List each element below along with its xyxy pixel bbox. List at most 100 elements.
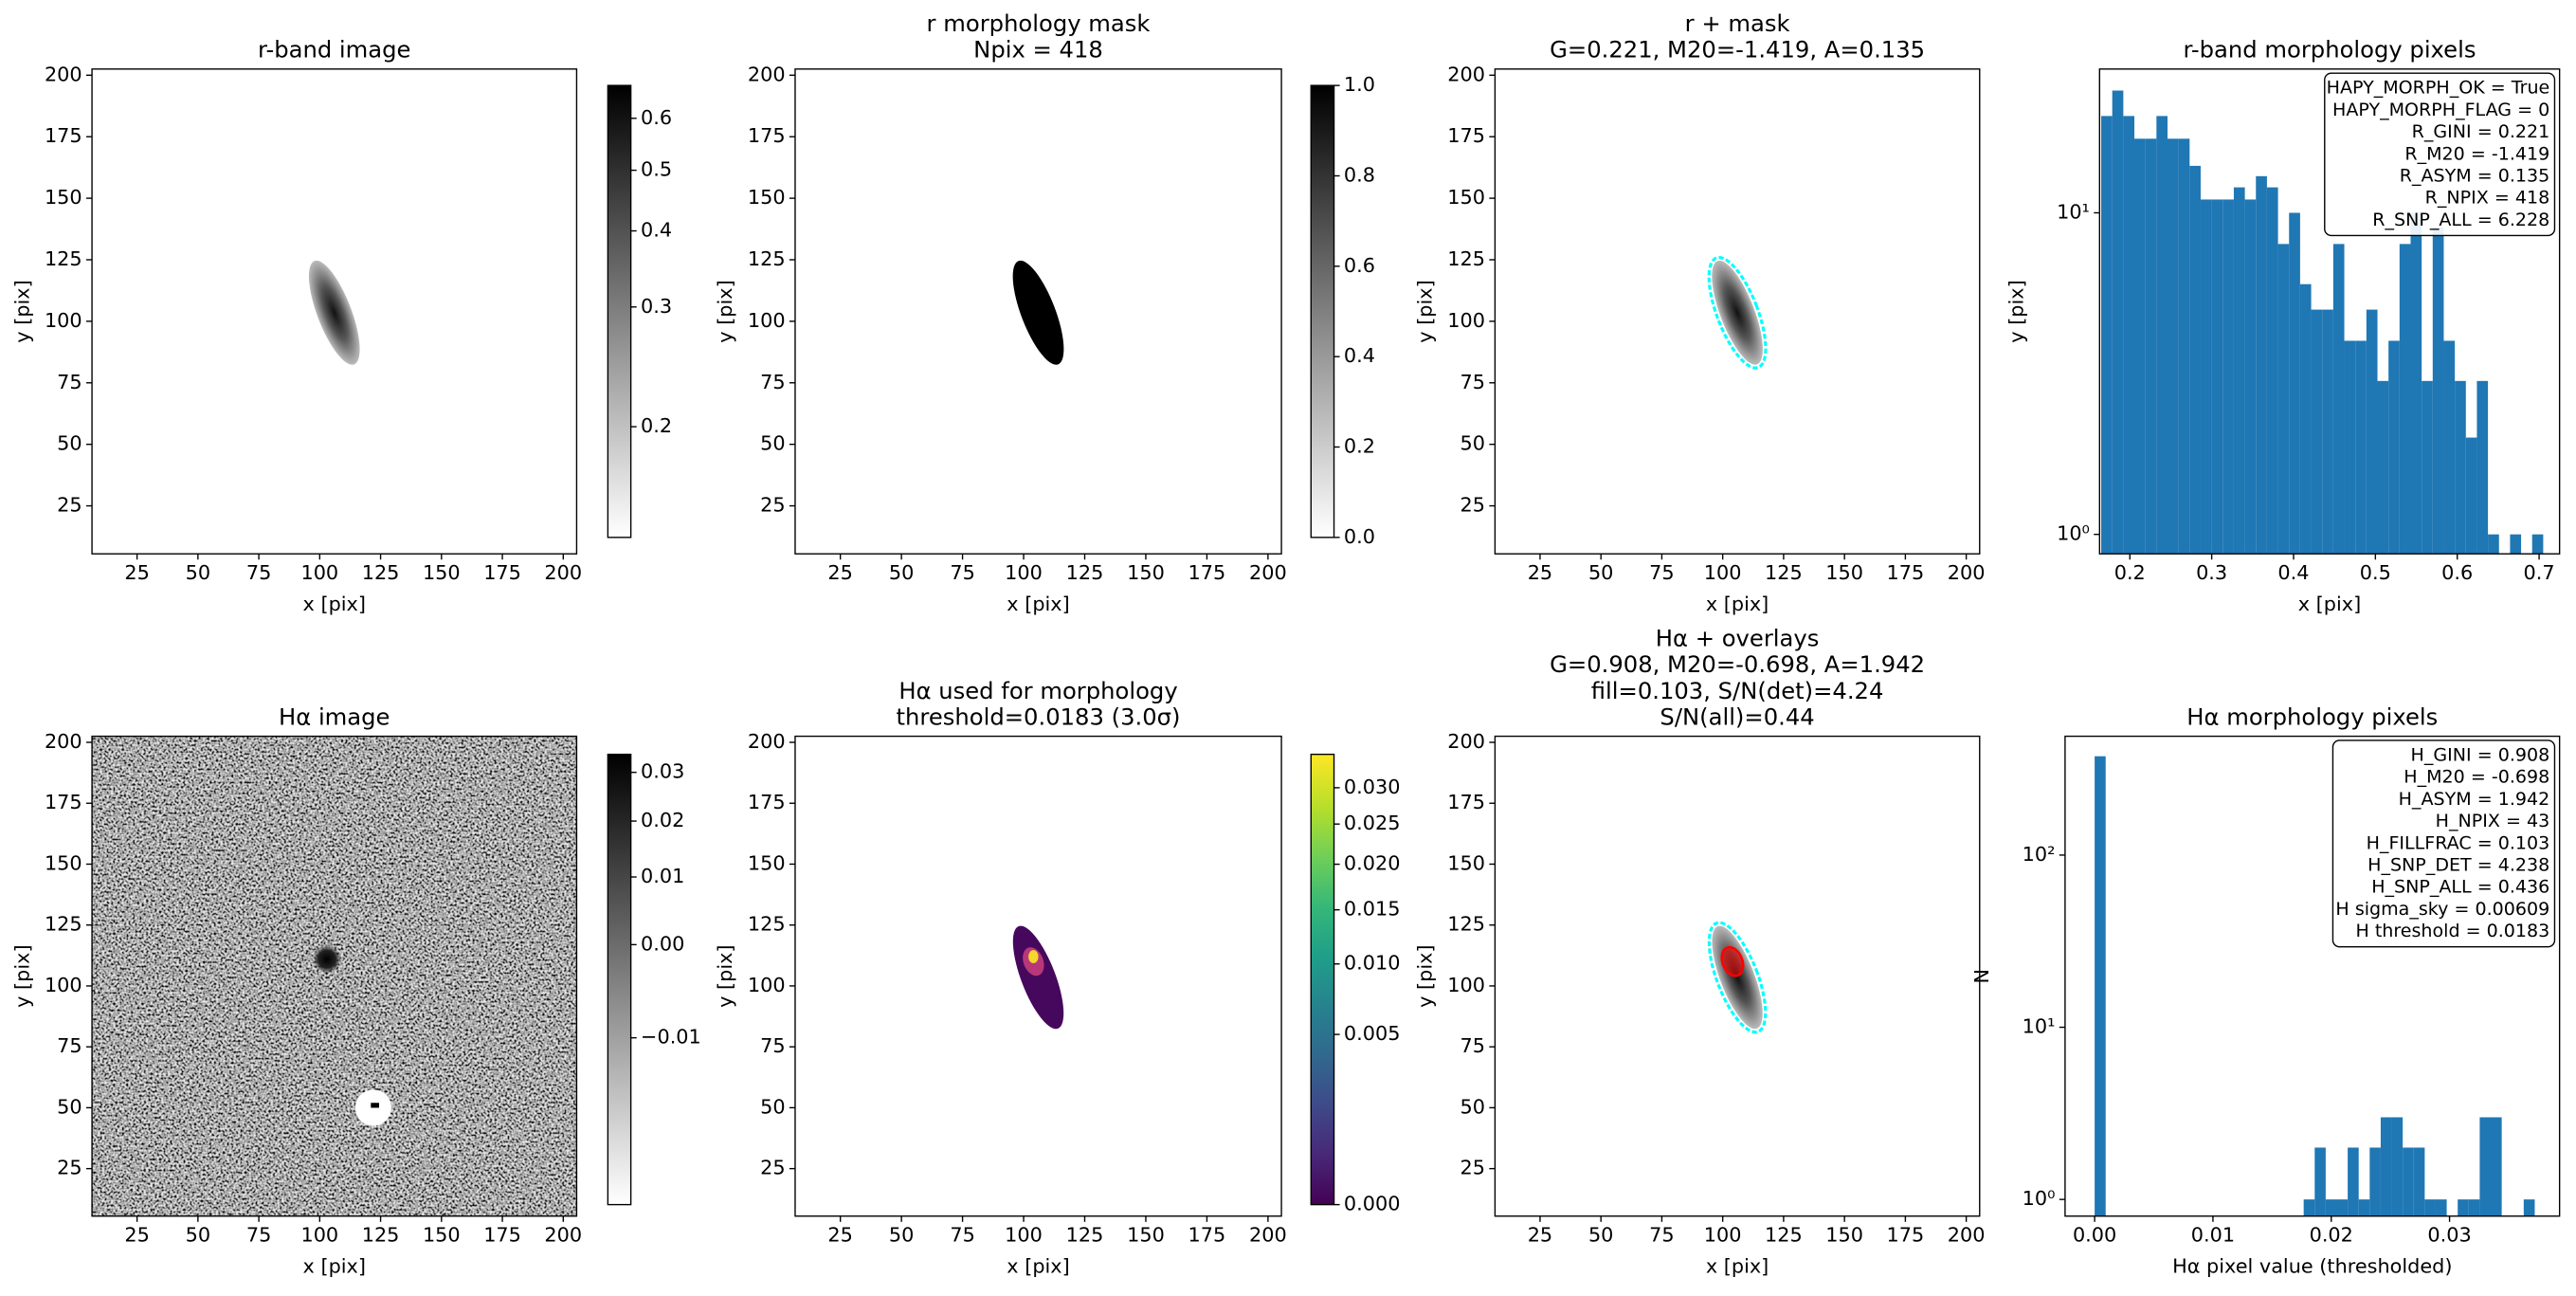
hist-bar [2355, 340, 2367, 555]
annotation-line: H_ASYM = 1.942 [2399, 789, 2550, 810]
x-axis-label: Hα pixel value (thresholded) [2172, 1254, 2452, 1277]
y-tick-label: 125 [1447, 247, 1485, 270]
annotation-line: H_NPIX = 43 [2436, 811, 2550, 831]
colorbar-tick-label: 0.8 [1344, 163, 1375, 186]
x-tick-label: 175 [1887, 561, 1925, 584]
y-axis-label: N [1970, 969, 1993, 984]
y-tick-label: 200 [748, 63, 786, 85]
y-tick-label: 200 [1447, 730, 1485, 753]
x-tick-label: 50 [186, 561, 210, 584]
x-tick-label: 50 [889, 1224, 914, 1247]
y-tick-label: 150 [1447, 851, 1485, 874]
x-axis-label: x [pix] [303, 593, 366, 615]
plot-area [308, 260, 360, 365]
x-tick-label: 100 [300, 561, 338, 584]
annotation-line: H_SNP_DET = 4.238 [2367, 855, 2549, 876]
hist-bar [2476, 380, 2489, 555]
y-tick-label: 125 [748, 247, 786, 270]
y-tick-label: 25 [57, 494, 82, 517]
y-tick-label: 175 [1447, 791, 1485, 813]
y-tick-label: 25 [1460, 494, 1485, 517]
hist-bar [2432, 228, 2444, 555]
hist-bar [2455, 380, 2466, 555]
x-tick-label: 75 [1649, 1224, 1674, 1247]
hist-bar [2277, 244, 2290, 555]
x-tick-label: 100 [1005, 1224, 1043, 1247]
y-tick-label: 175 [45, 124, 82, 147]
detection-outline [1720, 945, 1745, 977]
y-tick-label: 75 [57, 371, 82, 393]
y-tick-label: 10² [2023, 843, 2056, 866]
x-tick-label: 0.5 [2360, 561, 2391, 584]
colorbar [1310, 84, 1335, 538]
y-tick-label: 50 [57, 1095, 82, 1118]
y-axis-label: y [pix] [10, 280, 33, 342]
x-tick-label: 0.01 [2191, 1224, 2235, 1247]
panel-title: S/N(all)=0.44 [1660, 703, 1814, 731]
hist-bar [2200, 199, 2212, 555]
y-tick-label: 25 [760, 494, 785, 517]
mask-outline [1707, 921, 1768, 1034]
colorbar-tick-label: 0.6 [1344, 254, 1375, 277]
x-tick-label: 100 [1005, 561, 1043, 584]
axes-frame [91, 735, 578, 1217]
y-tick-label: 75 [1460, 371, 1485, 393]
x-tick-label: 150 [1127, 561, 1165, 584]
colorbar-tick-label: 0.03 [641, 760, 684, 783]
colorbar-tick-label: 0.2 [641, 414, 672, 437]
noise-texture [92, 736, 577, 1216]
hist-bar [2167, 138, 2179, 555]
hist-bar [2303, 1199, 2315, 1216]
y-tick-label: 200 [748, 730, 786, 753]
x-tick-label: 125 [1765, 1224, 1803, 1247]
annotation-line: H_GINI = 0.908 [2411, 744, 2550, 765]
hist-bar [2399, 244, 2411, 555]
hist-bar [2256, 175, 2267, 555]
y-tick-label: 50 [760, 432, 785, 455]
y-axis-label: y [pix] [1414, 280, 1437, 342]
colorbar-tick-label: 0.01 [641, 865, 684, 887]
x-tick-label: 150 [1825, 561, 1863, 584]
hist-bar [2479, 1117, 2492, 1216]
y-tick-label: 175 [748, 791, 786, 813]
hist-bar [2289, 212, 2300, 555]
y-tick-label: 150 [748, 851, 786, 874]
panel-title: Hα morphology pixels [2186, 703, 2438, 731]
y-tick-label: 50 [760, 1095, 785, 1118]
x-tick-label: 150 [1127, 1224, 1165, 1247]
y-tick-label: 75 [57, 1034, 82, 1057]
y-axis-label: y [pix] [10, 944, 33, 1007]
colorbar-tick-label: 0.000 [1344, 1193, 1401, 1215]
y-tick-label: 10¹ [2023, 1015, 2056, 1038]
colorbar-tick-label: 0.5 [641, 158, 672, 181]
x-tick-label: 0.02 [2310, 1224, 2353, 1247]
x-tick-label: 125 [1765, 561, 1803, 584]
x-tick-label: 50 [1588, 1224, 1613, 1247]
x-axis-label: x [pix] [2298, 593, 2361, 615]
y-tick-label: 25 [57, 1157, 82, 1179]
hist-bar [2435, 1199, 2447, 1216]
hist-bar [2095, 756, 2106, 1216]
axes-frame [794, 68, 1282, 555]
annotation-line: R_ASYM = 0.135 [2400, 166, 2550, 187]
hist-bar [2325, 1199, 2337, 1216]
colorbar-tick-label: 0.6 [641, 106, 672, 129]
y-tick-label: 100 [748, 309, 786, 332]
plot-area [92, 736, 577, 1216]
plot-area [2101, 90, 2544, 555]
y-tick-label: 10⁰ [2057, 522, 2090, 545]
y-tick-label: 10⁰ [2023, 1187, 2056, 1210]
panel-title: G=0.221, M20=-1.419, A=0.135 [1550, 36, 1925, 64]
plot-area [1707, 921, 1768, 1034]
x-tick-label: 150 [1825, 1224, 1863, 1247]
annotation-line: H_M20 = -0.698 [2404, 767, 2549, 788]
panel-title: threshold=0.0183 (3.0σ) [897, 703, 1181, 731]
y-tick-label: 100 [1447, 974, 1485, 996]
x-tick-label: 200 [1948, 1224, 1986, 1247]
star-core [371, 1103, 379, 1108]
x-tick-label: 100 [1704, 561, 1742, 584]
y-axis-label: y [pix] [1414, 944, 1437, 1007]
x-tick-label: 0.2 [2114, 561, 2146, 584]
hist-bar [2156, 116, 2168, 555]
colorbar-tick-label: 1.0 [1344, 73, 1375, 96]
